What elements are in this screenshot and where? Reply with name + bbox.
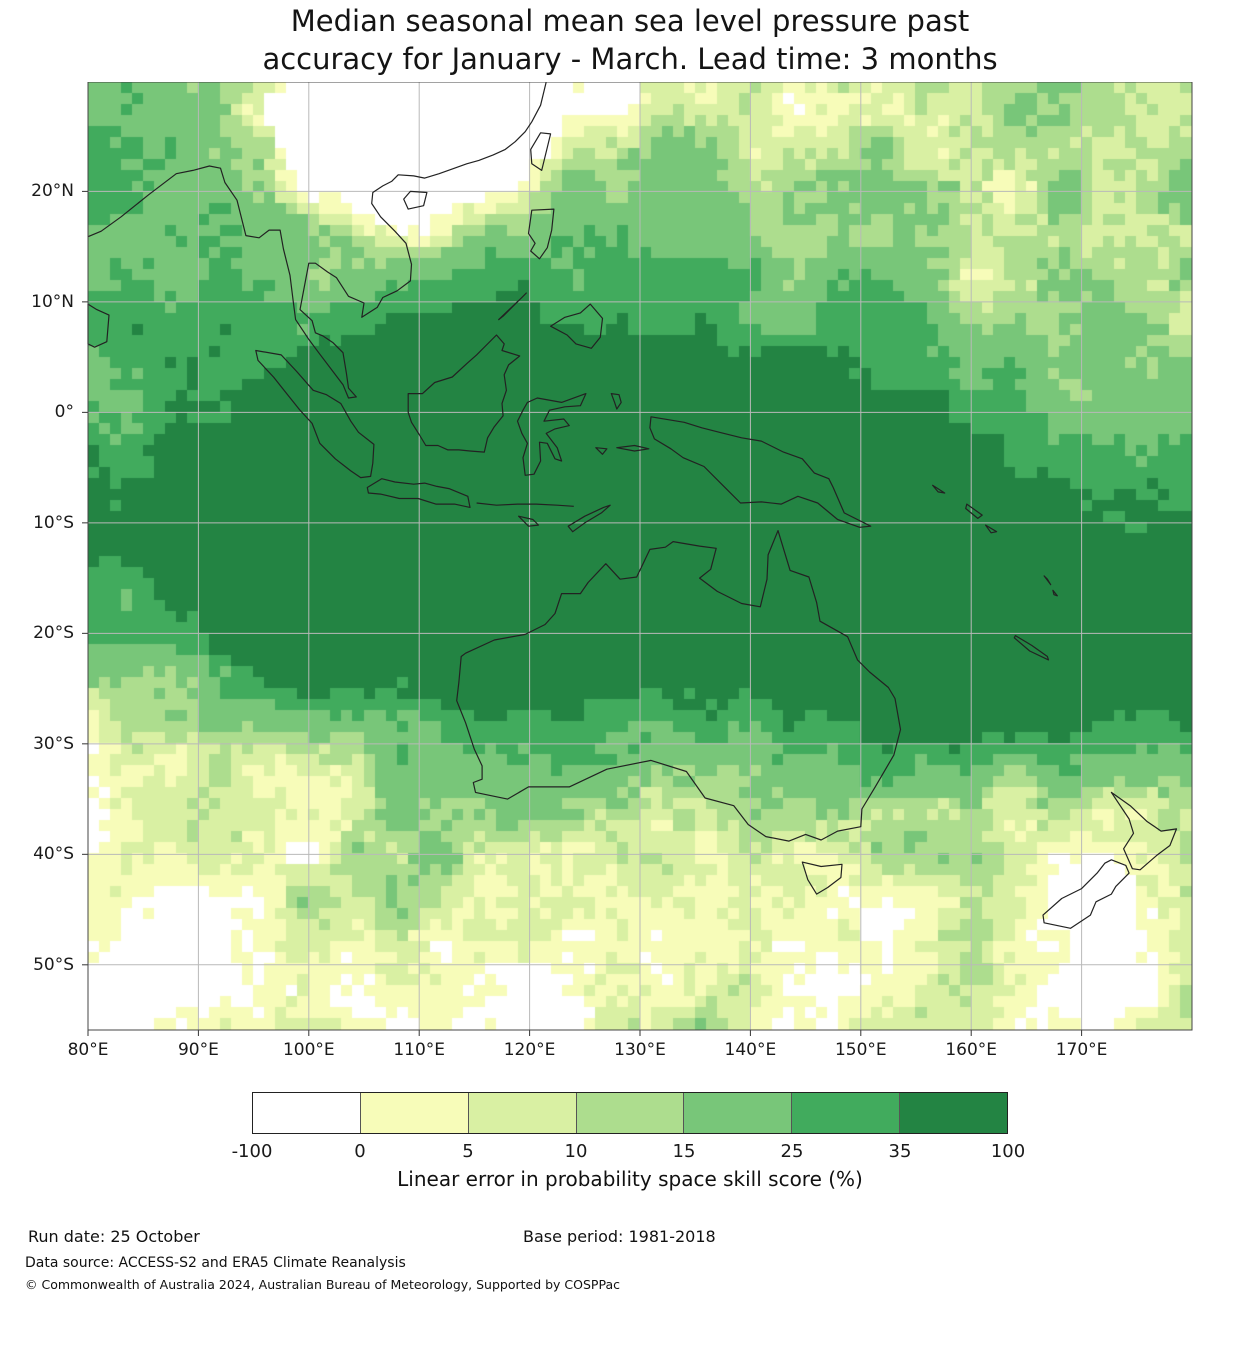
figure-title-line2: accuracy for January - March. Lead time:… — [262, 42, 998, 76]
xtick-label-160°E: 160°E — [945, 1040, 998, 1060]
colorbar-segment-4 — [684, 1093, 793, 1133]
colorbar-segment-1 — [360, 1093, 469, 1133]
xtick-label-120°E: 120°E — [503, 1040, 556, 1060]
ytick-label-20°N: 20°N — [31, 181, 74, 202]
ytick-label-10°N: 10°N — [31, 291, 74, 312]
colorbar-level-25: 25 — [780, 1141, 804, 1162]
colorbar-segment-2 — [468, 1093, 577, 1133]
colorbar-level-15: 15 — [672, 1141, 696, 1162]
colorbar-level-10: 10 — [564, 1141, 588, 1162]
xtick-label-110°E: 110°E — [393, 1040, 446, 1060]
colorbar-segment-0 — [253, 1093, 361, 1133]
base-period-text: Base period: 1981-2018 — [523, 1227, 716, 1246]
xtick-label-150°E: 150°E — [834, 1040, 887, 1060]
colorbar-level--100: -100 — [231, 1141, 273, 1162]
ytick-label-20°S: 20°S — [33, 623, 74, 644]
ytick-label-10°S: 10°S — [33, 512, 74, 533]
xtick-label-170°E: 170°E — [1055, 1040, 1108, 1060]
colorbar-level-100: 100 — [990, 1141, 1026, 1162]
xtick-label-140°E: 140°E — [724, 1040, 777, 1060]
xtick-label-130°E: 130°E — [614, 1040, 666, 1060]
colorbar-segment-3 — [576, 1093, 685, 1133]
colorbar-segment-6 — [900, 1093, 1008, 1133]
colorbar-caption: Linear error in probability space skill … — [397, 1167, 863, 1191]
run-date-text: Run date: 25 October — [28, 1227, 200, 1246]
xtick-label-90°E: 90°E — [177, 1040, 219, 1060]
ytick-label-30°S: 30°S — [33, 733, 74, 754]
colorbar-level-5: 5 — [462, 1141, 474, 1162]
ytick-label-0°: 0° — [54, 402, 74, 423]
colorbar-segment-5 — [792, 1093, 901, 1133]
figure-title-line1: Median seasonal mean sea level pressure … — [290, 4, 970, 38]
xtick-label-100°E: 100°E — [282, 1040, 335, 1060]
colorbar-level-35: 35 — [888, 1141, 912, 1162]
colorbar-level-0: 0 — [354, 1141, 366, 1162]
data-source-text: Data source: ACCESS-S2 and ERA5 Climate … — [25, 1255, 406, 1271]
ytick-label-50°S: 50°S — [33, 954, 74, 975]
copyright-text: © Commonwealth of Australia 2024, Austra… — [25, 1277, 620, 1292]
xtick-label-80°E: 80°E — [67, 1040, 109, 1060]
skill-score-heatmap — [88, 82, 1192, 1030]
colorbar — [252, 1092, 1008, 1134]
ytick-label-40°S: 40°S — [33, 844, 74, 865]
